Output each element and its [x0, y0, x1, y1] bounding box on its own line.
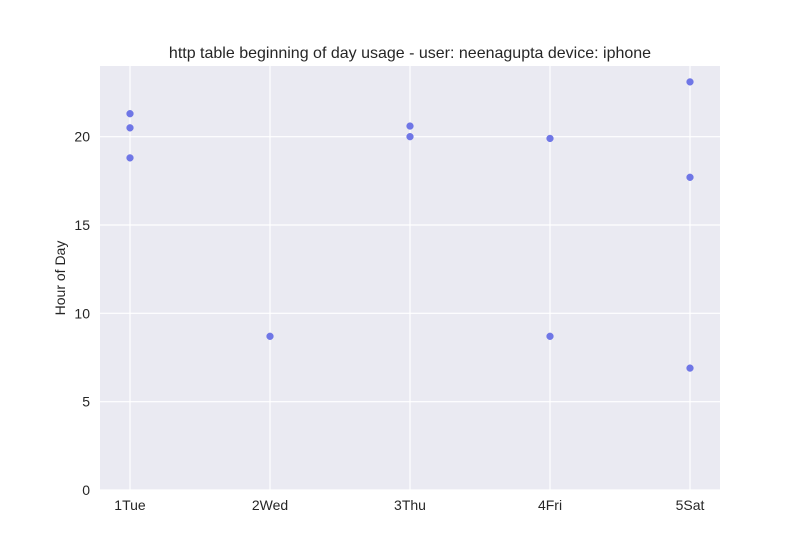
x-tick-label: 4Fri — [538, 497, 562, 513]
x-tick-label: 3Thu — [394, 497, 426, 513]
data-point — [126, 154, 134, 162]
x-tick-label: 2Wed — [252, 497, 288, 513]
data-point — [546, 134, 554, 143]
data-point — [126, 124, 134, 132]
data-point — [546, 332, 554, 340]
y-tick-label: 5 — [82, 394, 90, 410]
grid-lines — [100, 66, 720, 491]
data-point — [406, 133, 414, 141]
chart-title: http table beginning of day usage - user… — [169, 45, 651, 62]
data-point — [406, 122, 414, 130]
x-tick-label: 1Tue — [114, 497, 146, 513]
data-point — [266, 332, 274, 340]
y-tick-label: 15 — [74, 217, 90, 233]
data-point — [686, 173, 694, 181]
data-point — [686, 78, 694, 86]
data-point — [126, 110, 134, 118]
data-point — [686, 364, 694, 372]
tick-labels: 0 5 10 15 20 1Tue 2Wed 3Thu 4Fri 5Sat — [74, 129, 704, 513]
y-tick-label: 10 — [74, 305, 90, 321]
y-tick-label: 20 — [74, 129, 90, 145]
data-points — [126, 78, 694, 372]
x-tick-label: 5Sat — [676, 497, 705, 513]
y-tick-label: 0 — [82, 482, 90, 498]
y-axis-label: Hour of Day — [52, 241, 68, 316]
